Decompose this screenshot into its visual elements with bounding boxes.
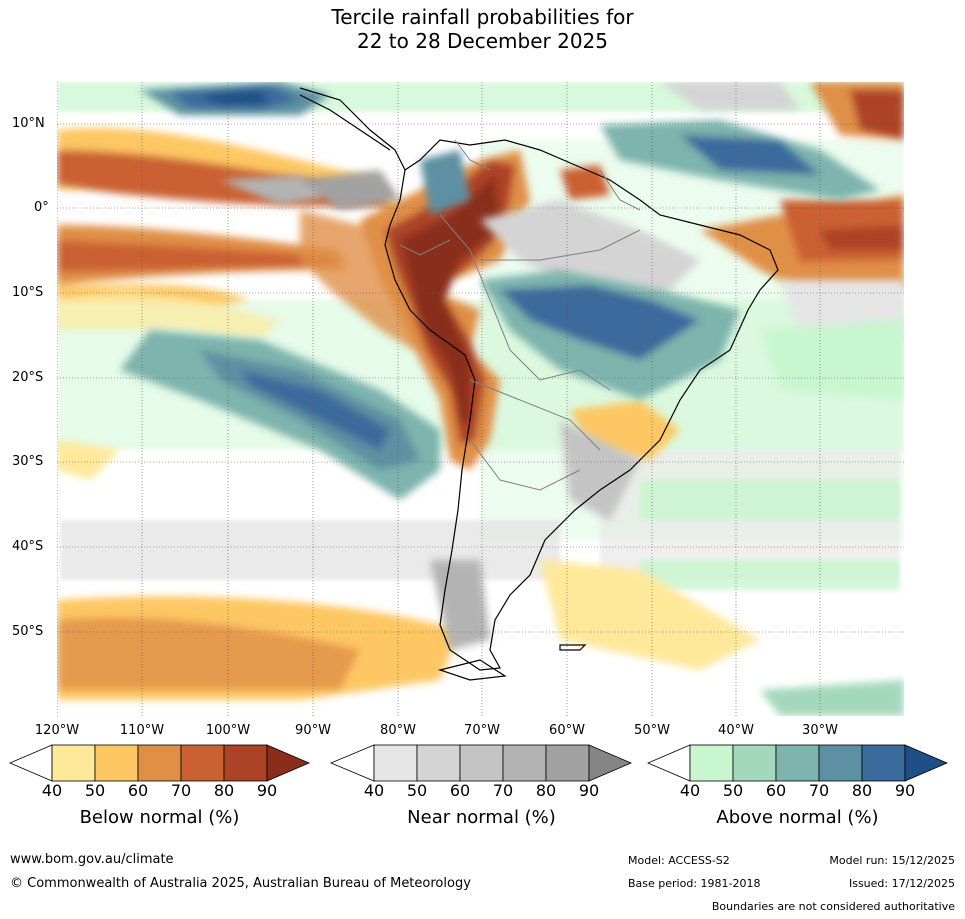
colorbar-tick-label: 90 xyxy=(256,781,278,800)
lat-label: 10°S xyxy=(12,285,44,300)
colorbar-near-segment xyxy=(502,744,547,782)
colorbar-tick-label: 80 xyxy=(213,781,235,800)
colorbar-above-segment xyxy=(689,744,734,782)
colorbar-below-segment xyxy=(94,744,139,782)
copyright-text: © Commonwealth of Australia 2025, Austra… xyxy=(10,876,471,891)
colorbar-tick-label: 50 xyxy=(722,781,744,800)
colorbar-near-title: Near normal (%) xyxy=(407,807,556,828)
colorbar-near-segment xyxy=(545,744,590,782)
colorbar-tick-label: 60 xyxy=(449,781,471,800)
colorbar-below-low-end xyxy=(8,744,53,782)
colorbar-near-segment xyxy=(373,744,418,782)
lon-label: 120°W xyxy=(34,723,80,738)
borders xyxy=(399,139,641,491)
lat-label: 50°S xyxy=(12,624,44,639)
colorbar-near-segment xyxy=(416,744,461,782)
lat-label: 20°S xyxy=(12,370,44,385)
colorbar-below-segment xyxy=(137,744,182,782)
colorbar-above-low-end xyxy=(646,744,691,782)
colorbar-above-high-end xyxy=(904,744,949,782)
colorbar-above-segment xyxy=(732,744,777,782)
colorbar-tick-label: 50 xyxy=(406,781,428,800)
colorbar-below-segment xyxy=(51,744,96,782)
issued-text: Issued: 17/12/2025 xyxy=(848,877,955,890)
lon-label: 60°W xyxy=(549,723,585,738)
lon-label: 90°W xyxy=(295,723,331,738)
colorbar-below xyxy=(8,744,311,782)
lon-label: 100°W xyxy=(205,723,251,738)
website-text: www.bom.gov.au/climate xyxy=(10,852,174,867)
colorbar-tick-label: 90 xyxy=(894,781,916,800)
colorbar-tick-label: 80 xyxy=(851,781,873,800)
colorbar-below-high-end xyxy=(266,744,311,782)
lon-label: 70°W xyxy=(464,723,500,738)
colorbar-near-segment xyxy=(459,744,504,782)
base-period-text: Base period: 1981-2018 xyxy=(628,877,761,890)
colorbar-tick-label: 60 xyxy=(765,781,787,800)
colorbar-tick-label: 70 xyxy=(808,781,830,800)
map-title-line1: Tercile rainfall probabilities for xyxy=(331,5,634,29)
graticule xyxy=(57,82,904,716)
colorbar-tick-label: 40 xyxy=(679,781,701,800)
colorbar-near-low-end xyxy=(329,744,375,782)
colorbar-tick-label: 40 xyxy=(363,781,385,800)
lon-label: 50°W xyxy=(634,723,670,738)
lon-label: 40°W xyxy=(718,723,754,738)
colorbar-near xyxy=(329,744,633,782)
lat-label: 0° xyxy=(34,200,49,215)
colorbar-above xyxy=(646,744,949,782)
colorbar-group xyxy=(8,744,949,782)
lat-label: 10°N xyxy=(12,116,45,131)
colorbar-tick-label: 50 xyxy=(84,781,106,800)
colorbar-tick-label: 70 xyxy=(170,781,192,800)
map-title-line2: 22 to 28 December 2025 xyxy=(356,29,608,53)
colorbar-below-title: Below normal (%) xyxy=(79,807,240,828)
colorbar-above-segment xyxy=(861,744,906,782)
lon-label: 110°W xyxy=(119,723,165,738)
colorbar-above-segment xyxy=(818,744,863,782)
colorbar-tick-label: 90 xyxy=(578,781,600,800)
lat-label: 40°S xyxy=(12,539,44,554)
coastline xyxy=(299,87,779,681)
colorbar-tick-label: 70 xyxy=(492,781,514,800)
colorbar-above-title: Above normal (%) xyxy=(716,807,879,828)
colorbar-tick-label: 80 xyxy=(535,781,557,800)
model-text: Model: ACCESS-S2 xyxy=(628,854,730,867)
model-run-text: Model run: 15/12/2025 xyxy=(829,854,955,867)
colorbar-above-segment xyxy=(775,744,820,782)
disclaimer-text: Boundaries are not considered authoritat… xyxy=(711,900,955,913)
colorbar-tick-label: 60 xyxy=(127,781,149,800)
lon-label: 30°W xyxy=(802,723,838,738)
probability-field xyxy=(57,82,904,716)
lat-label: 30°S xyxy=(12,454,44,469)
lon-label: 80°W xyxy=(380,723,416,738)
colorbar-near-high-end xyxy=(588,744,633,782)
colorbar-tick-label: 40 xyxy=(41,781,63,800)
colorbar-below-segment xyxy=(223,744,268,782)
colorbar-below-segment xyxy=(180,744,225,782)
